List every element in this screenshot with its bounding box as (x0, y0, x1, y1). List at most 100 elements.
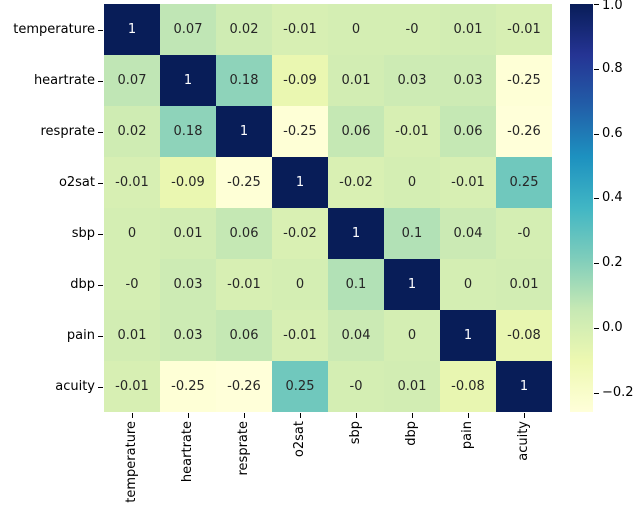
colorbar-tick-mark (594, 68, 599, 70)
heatmap-cell-pain-resprate: 0.06 (216, 310, 272, 361)
heatmap-cell-pain-pain: 1 (440, 310, 496, 361)
colorbar-tick-mark (594, 198, 599, 200)
y-tick-label-resprate: resprate (40, 123, 96, 139)
heatmap-cell-resprate-temperature: 0.02 (104, 106, 160, 157)
heatmap-cell-temperature-acuity: -0.01 (496, 4, 552, 55)
heatmap-cell-sbp-sbp: 1 (328, 208, 384, 259)
heatmap-cell-o2sat-pain: -0.01 (440, 157, 496, 208)
y-tick-label-sbp: sbp (71, 225, 95, 241)
x-tick-mark (468, 413, 469, 418)
y-tick-label-o2sat: o2sat (58, 174, 95, 190)
heatmap-cell-o2sat-resprate: -0.25 (216, 157, 272, 208)
colorbar-tick-label: 0.6 (602, 125, 623, 141)
x-tick-mark (524, 413, 525, 418)
y-tick-label-acuity: acuity (55, 378, 95, 394)
y-tick-mark (98, 29, 103, 31)
x-tick-label-temperature: temperature (124, 421, 139, 503)
heatmap-cell-acuity-dbp: 0.01 (384, 361, 440, 412)
y-tick-label-temperature: temperature (13, 21, 95, 37)
heatmap-cell-resprate-sbp: 0.06 (328, 106, 384, 157)
x-tick-mark (412, 413, 413, 418)
heatmap-cell-temperature-dbp: -0 (384, 4, 440, 55)
x-tick-label-acuity: acuity (516, 421, 531, 461)
heatmap-cell-temperature-pain: 0.01 (440, 4, 496, 55)
heatmap-cell-pain-o2sat: -0.01 (272, 310, 328, 361)
colorbar-tick-mark (594, 263, 599, 265)
y-tick-label-heartrate: heartrate (33, 72, 95, 88)
heatmap-cell-acuity-heartrate: -0.25 (160, 361, 216, 412)
heatmap-cell-temperature-o2sat: -0.01 (272, 4, 328, 55)
heatmap-cell-pain-heartrate: 0.03 (160, 310, 216, 361)
heatmap-cell-sbp-heartrate: 0.01 (160, 208, 216, 259)
y-tick-mark (98, 80, 103, 82)
heatmap-cell-heartrate-resprate: 0.18 (216, 55, 272, 106)
y-tick-mark (98, 131, 103, 133)
heatmap-cell-heartrate-pain: 0.03 (440, 55, 496, 106)
colorbar-tick-mark (594, 327, 599, 329)
heatmap-cell-o2sat-dbp: 0 (384, 157, 440, 208)
heatmap-cell-heartrate-heartrate: 1 (160, 55, 216, 106)
heatmap-cell-pain-acuity: -0.08 (496, 310, 552, 361)
x-tick-mark (300, 413, 301, 418)
colorbar-tick-label: −0.2 (602, 384, 634, 400)
heatmap-cell-heartrate-sbp: 0.01 (328, 55, 384, 106)
heatmap-cell-resprate-pain: 0.06 (440, 106, 496, 157)
heatmap-cell-sbp-resprate: 0.06 (216, 208, 272, 259)
heatmap-cell-temperature-resprate: 0.02 (216, 4, 272, 55)
heatmap-cell-sbp-dbp: 0.1 (384, 208, 440, 259)
y-tick-mark (98, 386, 103, 388)
heatmap-cell-sbp-temperature: 0 (104, 208, 160, 259)
heatmap-cell-resprate-o2sat: -0.25 (272, 106, 328, 157)
colorbar-tick-mark (594, 392, 599, 394)
heatmap-cell-heartrate-temperature: 0.07 (104, 55, 160, 106)
heatmap-cell-heartrate-dbp: 0.03 (384, 55, 440, 106)
heatmap-cell-heartrate-acuity: -0.25 (496, 55, 552, 106)
y-tick-label-dbp: dbp (70, 276, 95, 292)
colorbar-tick-mark (594, 133, 599, 135)
heatmap-cell-pain-dbp: 0 (384, 310, 440, 361)
colorbar-tick-label: 0.0 (602, 319, 623, 335)
heatmap-cell-dbp-pain: 0 (440, 259, 496, 310)
heatmap-cell-dbp-temperature: -0 (104, 259, 160, 310)
heatmap-cell-acuity-o2sat: 0.25 (272, 361, 328, 412)
y-tick-mark (98, 335, 103, 337)
x-tick-label-sbp: sbp (348, 421, 363, 445)
heatmap-cell-o2sat-o2sat: 1 (272, 157, 328, 208)
colorbar-tick-mark (594, 4, 599, 5)
heatmap-grid: 1 0.07 0.02 -0.01 0 -0 0.01 -0.01 0.07 1 0.18 -0.09… (104, 4, 552, 412)
x-tick-mark (188, 413, 189, 418)
heatmap-cell-resprate-heartrate: 0.18 (160, 106, 216, 157)
heatmap-cell-temperature-temperature: 1 (104, 4, 160, 55)
colorbar-tick-label: 0.4 (602, 190, 623, 206)
x-tick-label-dbp: dbp (404, 421, 419, 446)
y-tick-mark (98, 233, 103, 235)
heatmap-cell-resprate-dbp: -0.01 (384, 106, 440, 157)
x-tick-mark (132, 413, 133, 418)
x-tick-label-o2sat: o2sat (292, 421, 307, 458)
x-tick-label-resprate: resprate (236, 421, 251, 476)
heatmap-cell-acuity-sbp: -0 (328, 361, 384, 412)
heatmap-cell-resprate-acuity: -0.26 (496, 106, 552, 157)
heatmap-cell-heartrate-o2sat: -0.09 (272, 55, 328, 106)
colorbar (570, 4, 593, 412)
y-tick-label-pain: pain (66, 327, 95, 343)
colorbar-tick-label: 0.2 (602, 255, 623, 271)
heatmap-cell-resprate-resprate: 1 (216, 106, 272, 157)
heatmap-cell-dbp-sbp: 0.1 (328, 259, 384, 310)
heatmap-cell-sbp-acuity: -0 (496, 208, 552, 259)
heatmap-cell-pain-sbp: 0.04 (328, 310, 384, 361)
heatmap-cell-dbp-o2sat: 0 (272, 259, 328, 310)
x-tick-mark (244, 413, 245, 418)
x-tick-label-heartrate: heartrate (180, 421, 195, 483)
heatmap-cell-acuity-pain: -0.08 (440, 361, 496, 412)
heatmap-cell-o2sat-sbp: -0.02 (328, 157, 384, 208)
heatmap-cell-sbp-pain: 0.04 (440, 208, 496, 259)
colorbar-tick-label: 0.8 (602, 60, 623, 76)
x-tick-mark (356, 413, 357, 418)
heatmap-cell-o2sat-heartrate: -0.09 (160, 157, 216, 208)
x-tick-label-pain: pain (460, 421, 475, 450)
heatmap-cell-acuity-temperature: -0.01 (104, 361, 160, 412)
heatmap-cell-o2sat-temperature: -0.01 (104, 157, 160, 208)
y-tick-mark (98, 182, 103, 184)
